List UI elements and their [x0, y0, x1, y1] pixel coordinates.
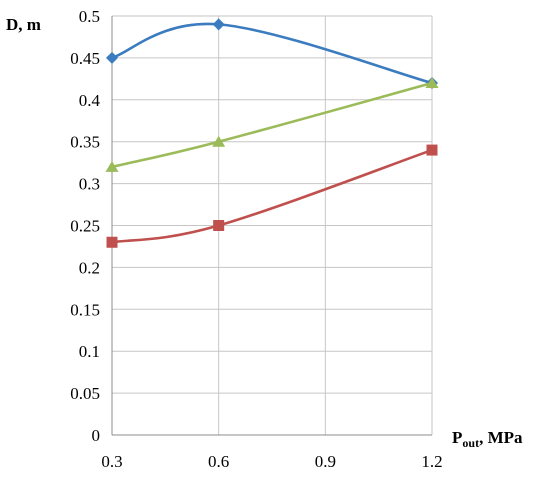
data-point-triangle: [425, 77, 439, 89]
y-tick-label: 0.4: [79, 91, 101, 110]
x-axis-label-sub: out: [462, 436, 479, 450]
y-tick-label: 0.45: [70, 49, 100, 68]
x-tick-label: 0.6: [208, 452, 229, 471]
x-tick-labels: 0.3 0.6 0.9 1.2: [101, 452, 442, 471]
series-line-1: [111, 22, 433, 85]
data-point-diamond: [106, 51, 118, 64]
x-tick-label: 0.9: [315, 452, 336, 471]
y-tick-label: 0.05: [70, 384, 100, 403]
y-tick-label: 0.35: [70, 133, 100, 152]
y-tick-label: 0: [92, 426, 101, 445]
data-point-square: [213, 220, 225, 231]
series-group: [105, 18, 439, 248]
y-tick-label: 0.5: [79, 7, 100, 26]
y-tick-label: 0.25: [70, 217, 100, 236]
x-axis-label-rest: , MPa: [479, 428, 523, 447]
y-tick-label: 0.3: [79, 175, 100, 194]
data-point-triangle: [212, 135, 226, 147]
data-point-square: [106, 236, 118, 248]
x-tick-label: 1.2: [421, 452, 442, 471]
y-tick-label: 0.1: [79, 342, 100, 361]
x-axis-label-main: P: [452, 428, 462, 447]
y-tick-label: 0.15: [70, 300, 100, 319]
y-axis-label: D, m: [6, 15, 41, 34]
series-line-3: [111, 148, 433, 244]
data-point-square: [426, 144, 438, 156]
data-point-triangle: [105, 160, 119, 172]
y-tick-labels: 0 0.05 0.1 0.15 0.2 0.25 0.3 0.35 0.4 0.45 0.5: [70, 7, 100, 445]
y-tick-label: 0.2: [79, 258, 100, 277]
grid: [111, 15, 433, 436]
data-point-diamond: [212, 18, 225, 31]
x-axis-label: Pout, MPa: [452, 428, 523, 450]
x-tick-label: 0.3: [101, 452, 122, 471]
series-line-2: [111, 81, 433, 169]
